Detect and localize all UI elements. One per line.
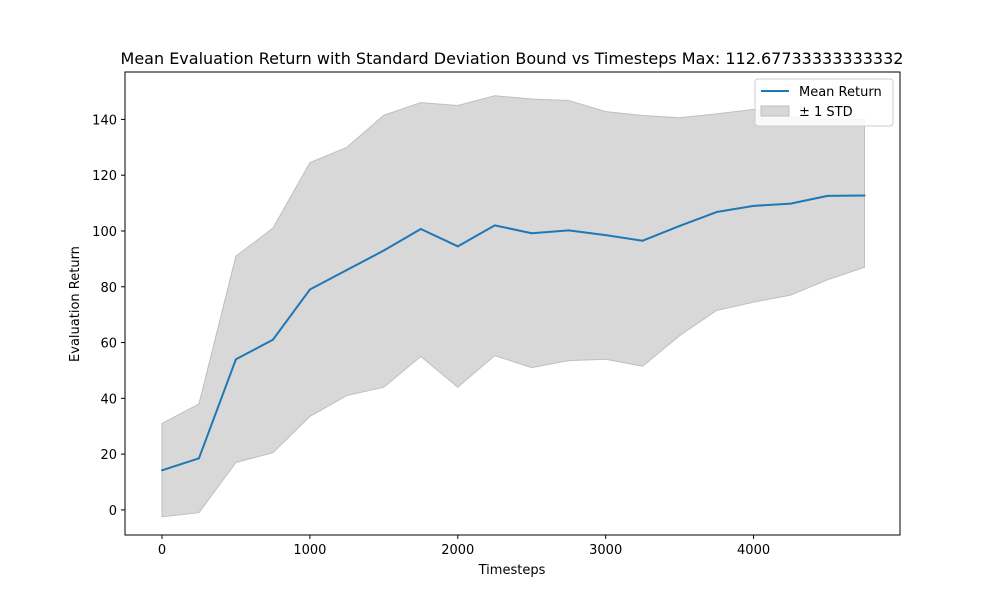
x-tick-label: 3000 bbox=[589, 543, 622, 558]
y-tick-label: 120 bbox=[92, 169, 117, 184]
y-tick-label: 40 bbox=[100, 392, 117, 407]
data-point bbox=[530, 232, 533, 235]
data-point bbox=[382, 249, 385, 252]
plot-frame bbox=[124, 71, 901, 536]
x-tick-label: 0 bbox=[158, 543, 166, 558]
data-point bbox=[826, 194, 829, 197]
data-point bbox=[863, 194, 866, 197]
data-point bbox=[197, 457, 200, 460]
x-tick-label: 1000 bbox=[293, 543, 326, 558]
data-point bbox=[308, 288, 311, 291]
plot-area bbox=[160, 95, 866, 518]
y-tick-label: 140 bbox=[92, 113, 117, 128]
y-tick-label: 20 bbox=[100, 448, 117, 463]
data-point bbox=[419, 228, 422, 231]
data-point bbox=[345, 269, 348, 272]
data-point bbox=[234, 358, 237, 361]
data-point bbox=[456, 245, 459, 248]
legend-label-std: ± 1 STD bbox=[799, 105, 853, 120]
std-band bbox=[161, 95, 865, 518]
y-tick-label: 80 bbox=[100, 281, 117, 296]
legend-band-swatch bbox=[760, 105, 790, 117]
axis-ticks: 0 1000 2000 3000 4000 0 20 40 60 80 100 120 140 bbox=[92, 113, 770, 558]
data-point bbox=[641, 239, 644, 242]
chart-title: Mean Evaluation Return with Standard Dev… bbox=[121, 49, 904, 68]
y-axis-label: Evaluation Return bbox=[68, 246, 83, 362]
data-point bbox=[160, 469, 163, 472]
y-tick-label: 0 bbox=[109, 504, 117, 519]
series-line-0 bbox=[161, 194, 865, 472]
x-tick-label: 2000 bbox=[441, 543, 474, 558]
x-tick-label: 4000 bbox=[737, 543, 770, 558]
legend-label-mean: Mean Return bbox=[799, 85, 882, 100]
data-point bbox=[678, 224, 681, 227]
data-point bbox=[715, 211, 718, 214]
data-point bbox=[789, 202, 792, 205]
legend: Mean Return ± 1 STD bbox=[754, 78, 894, 127]
data-point bbox=[604, 234, 607, 237]
x-axis-label: Timesteps bbox=[478, 563, 546, 578]
data-point bbox=[752, 204, 755, 207]
data-point bbox=[493, 224, 496, 227]
data-point bbox=[271, 338, 274, 341]
y-tick-label: 60 bbox=[100, 337, 117, 352]
y-tick-label: 100 bbox=[92, 225, 117, 240]
data-point bbox=[567, 229, 570, 232]
